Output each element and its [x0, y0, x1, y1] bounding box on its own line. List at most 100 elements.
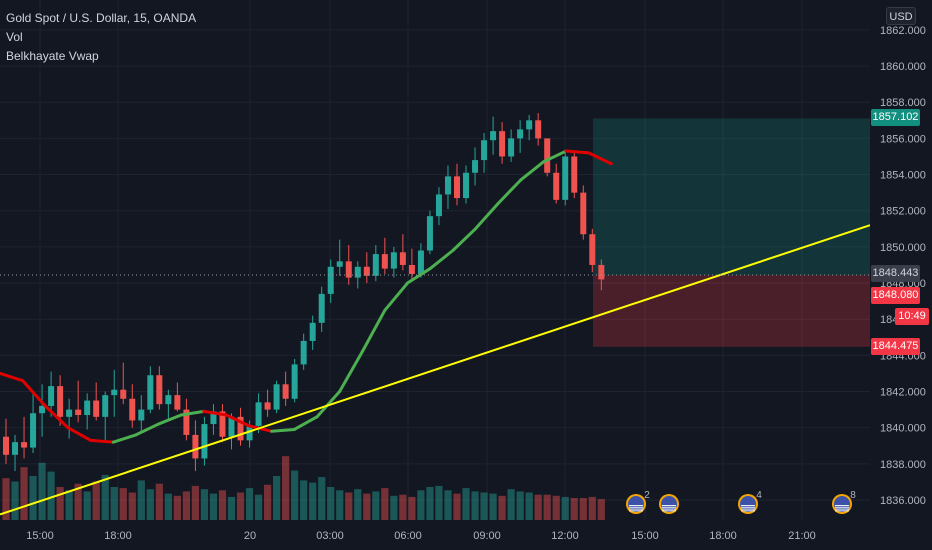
candle[interactable] [210, 411, 217, 425]
candle[interactable] [57, 386, 64, 417]
candle[interactable] [264, 402, 271, 410]
chart-legend: Gold Spot / U.S. Dollar, 15, OANDA Vol B… [6, 9, 196, 66]
candle[interactable] [381, 254, 388, 269]
candle[interactable] [363, 266, 370, 276]
candle[interactable] [246, 425, 253, 441]
candle[interactable] [499, 131, 506, 157]
vwap-segment [134, 422, 160, 437]
candle[interactable] [508, 138, 515, 157]
target-zone[interactable] [593, 118, 870, 276]
candle[interactable] [562, 156, 569, 200]
volume-bar [318, 477, 326, 520]
volume-bar [363, 493, 371, 520]
event-count-label: 4 [756, 490, 762, 501]
candle[interactable] [444, 176, 451, 195]
candle[interactable] [327, 266, 334, 294]
candle[interactable] [544, 138, 551, 173]
candle[interactable] [273, 384, 280, 410]
candle[interactable] [553, 172, 560, 200]
candle[interactable] [201, 424, 208, 459]
candle[interactable] [255, 402, 262, 426]
volume-bar [263, 484, 272, 520]
candle[interactable] [300, 340, 307, 365]
volume-bar [462, 488, 470, 520]
volume-bar [552, 495, 560, 520]
candle[interactable] [237, 416, 244, 441]
candle[interactable] [111, 389, 118, 396]
candle[interactable] [399, 252, 406, 265]
vwap-indicator-label[interactable]: Belkhayate Vwap [6, 49, 99, 63]
stop-price-tag: 1844.475 [871, 338, 920, 355]
candle[interactable] [408, 264, 415, 274]
candle[interactable] [93, 400, 100, 417]
candle[interactable] [48, 386, 55, 406]
candle[interactable] [66, 409, 73, 417]
candle[interactable] [39, 405, 46, 414]
price-axis[interactable] [870, 0, 932, 520]
flag-stripe [741, 505, 755, 506]
volume-bar [471, 491, 479, 520]
candle[interactable] [120, 389, 127, 399]
candle[interactable] [336, 261, 343, 267]
candle[interactable] [147, 375, 154, 410]
candle[interactable] [490, 131, 497, 141]
candle[interactable] [12, 442, 19, 455]
candle[interactable] [535, 120, 542, 139]
candle[interactable] [156, 375, 163, 405]
candle[interactable] [21, 442, 28, 448]
candle[interactable] [472, 160, 479, 173]
candle[interactable] [165, 395, 172, 405]
candle[interactable] [454, 176, 460, 199]
candle[interactable] [228, 416, 235, 437]
candle[interactable] [282, 384, 289, 399]
vwap-segment [0, 371, 25, 383]
candle[interactable] [318, 293, 325, 323]
candle[interactable] [390, 252, 397, 269]
candle[interactable] [102, 395, 109, 417]
candle[interactable] [526, 120, 533, 130]
price-tick-label: 1856.000 [880, 133, 926, 145]
volume-indicator-label[interactable]: Vol [6, 30, 23, 44]
currency-button[interactable]: USD [886, 7, 916, 25]
candle[interactable] [219, 411, 226, 437]
candle[interactable] [580, 192, 587, 235]
vwap-segment [383, 281, 410, 312]
candle[interactable] [183, 409, 190, 435]
candle[interactable] [417, 250, 424, 274]
stop-zone[interactable] [593, 275, 870, 347]
candle[interactable] [372, 254, 379, 276]
candle[interactable] [517, 129, 524, 139]
candle[interactable] [435, 194, 442, 217]
candle[interactable] [138, 409, 145, 421]
candle[interactable] [75, 409, 82, 416]
volume-bar [119, 488, 127, 520]
candle[interactable] [3, 436, 9, 455]
candle[interactable] [598, 264, 605, 280]
volume-bar [534, 494, 542, 520]
vwap-segment [66, 426, 93, 442]
candle[interactable] [84, 400, 91, 416]
trendline[interactable] [0, 224, 871, 516]
candle[interactable] [481, 140, 488, 161]
time-axis[interactable] [0, 520, 932, 550]
candle[interactable] [589, 234, 596, 265]
time-tick-label: 09:00 [473, 530, 501, 542]
volume-bar [426, 487, 434, 520]
flag-canton [834, 496, 850, 512]
candle[interactable] [571, 156, 578, 193]
target-price-tag: 1857.102 [871, 109, 920, 126]
candle[interactable] [192, 434, 199, 459]
symbol-title[interactable]: Gold Spot / U.S. Dollar, 15, OANDA [6, 11, 197, 25]
candle[interactable] [291, 364, 298, 399]
candle[interactable] [129, 398, 136, 421]
volume-bar [489, 493, 497, 520]
candle[interactable] [345, 261, 352, 278]
candle[interactable] [354, 266, 361, 278]
candle[interactable] [426, 216, 433, 251]
candle[interactable] [174, 395, 181, 410]
candle[interactable] [309, 322, 316, 341]
candle[interactable] [463, 172, 470, 199]
flag-stripe [662, 505, 676, 506]
candle[interactable] [30, 413, 37, 448]
